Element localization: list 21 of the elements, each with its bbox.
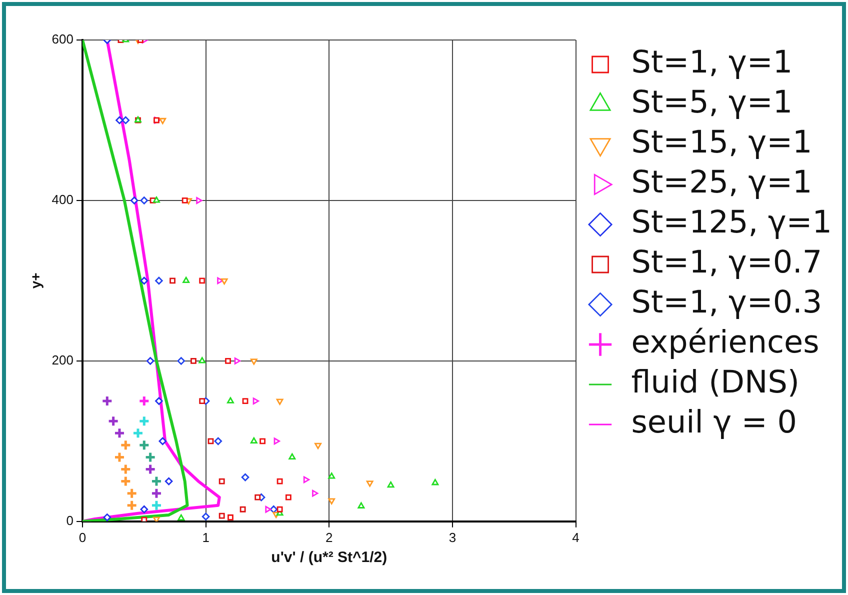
y-tick-label: 400 bbox=[52, 192, 74, 208]
legend-label: St=125, γ=1 bbox=[631, 204, 832, 241]
y-tick-label: 200 bbox=[52, 352, 74, 368]
legend-label: St=1, γ=0.7 bbox=[631, 244, 822, 281]
legend-label: St=15, γ=1 bbox=[631, 124, 812, 161]
y-tick-label: 0 bbox=[66, 512, 74, 528]
legend-label: St=25, γ=1 bbox=[631, 164, 812, 201]
legend-label: expériences bbox=[631, 324, 820, 361]
legend-label: seuil γ = 0 bbox=[631, 404, 797, 441]
x-tick-label: 0 bbox=[78, 530, 86, 545]
y-tick-label: 600 bbox=[52, 32, 74, 47]
legend-label: St=1, γ=1 bbox=[631, 44, 793, 81]
x-tick-label: 1 bbox=[202, 530, 210, 545]
legend-label: St=5, γ=1 bbox=[631, 84, 793, 121]
legend-label: fluid (DNS) bbox=[631, 364, 800, 401]
x-axis-title: u'v' / (u*² St^1/2) bbox=[271, 549, 388, 566]
legend-label: St=1, γ=0.3 bbox=[631, 284, 822, 321]
x-tick-label: 2 bbox=[326, 530, 333, 545]
y-axis-title: y+ bbox=[27, 272, 44, 289]
x-tick-label: 4 bbox=[572, 530, 580, 545]
x-tick-label: 3 bbox=[448, 530, 456, 545]
